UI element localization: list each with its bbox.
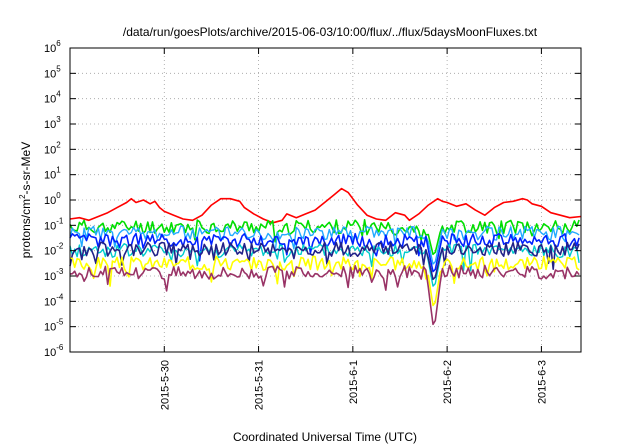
series-line-5: [69, 243, 580, 287]
y-tick-label-exponent: -6: [56, 343, 64, 352]
series-line-1: [69, 187, 582, 224]
y-tick-label-exponent: -1: [56, 216, 64, 225]
x-axis-label: Coordinated Universal Time (UTC): [233, 430, 417, 444]
y-tick-label-base: 10: [44, 43, 56, 55]
y-tick-label: 10-6: [44, 343, 64, 359]
y-axis-label-main: protons/cm: [19, 199, 33, 258]
x-tick-labels: 2015-5-30 2015-5-31 2015-6-1 2015-6-2 2015-6…: [159, 360, 548, 410]
series-line-7: [69, 255, 580, 307]
y-tick-label: 10-2: [44, 242, 64, 258]
y-tick-label: 106: [44, 39, 61, 55]
y-tick-label-base: 10: [44, 271, 56, 283]
y-axis-label-sup: 2: [18, 194, 27, 199]
y-axis-label: protons/cm2-s-sr-MeV: [18, 142, 33, 258]
y-tick-label: 104: [44, 90, 61, 106]
series-line-8: [69, 264, 580, 326]
series-line-6: [69, 241, 580, 281]
y-tick-label: 105: [44, 64, 61, 80]
chart-title: /data/run/goesPlots/archive/2015-06-03/1…: [123, 25, 538, 39]
x-tick-label: 2015-6-2: [442, 360, 454, 404]
y-tick-label-exponent: -2: [56, 242, 64, 251]
y-tick-label: 10-1: [44, 216, 64, 232]
y-tick-label: 10-5: [44, 318, 64, 334]
y-tick-label: 10-4: [44, 292, 64, 308]
y-tick-label-base: 10: [44, 68, 56, 80]
y-tick-label-base: 10: [44, 170, 56, 182]
axis-ticks: [70, 47, 581, 353]
y-tick-label-exponent: -5: [56, 318, 64, 327]
y-tick-label-exponent: 3: [56, 115, 61, 124]
y-tick-label-base: 10: [44, 347, 56, 359]
grid: [70, 48, 581, 352]
y-tick-label-exponent: -3: [56, 267, 64, 276]
series-lines: [69, 187, 582, 326]
y-tick-label-base: 10: [44, 322, 56, 334]
x-tick-label: 2015-6-1: [348, 360, 360, 404]
y-tick-label: 101: [44, 166, 61, 182]
y-tick-label: 102: [44, 140, 61, 156]
x-tick-label: 2015-5-30: [159, 360, 171, 410]
y-tick-label-base: 10: [44, 296, 56, 308]
y-tick-label: 103: [44, 115, 61, 131]
y-tick-label-base: 10: [44, 195, 56, 207]
y-tick-label-exponent: 5: [56, 64, 61, 73]
series-line-3: [69, 225, 580, 265]
y-tick-label-exponent: 4: [56, 90, 61, 99]
y-tick-label-base: 10: [44, 119, 56, 131]
y-tick-label-exponent: -4: [56, 292, 64, 301]
y-axis-label-rest: -s-sr-MeV: [19, 142, 33, 195]
series-line-2: [69, 219, 580, 256]
y-tick-label-base: 10: [44, 94, 56, 106]
y-tick-label: 100: [44, 191, 61, 207]
y-tick-label-exponent: 2: [56, 140, 61, 149]
x-tick-label: 2015-6-3: [536, 360, 548, 404]
y-tick-label-base: 10: [44, 246, 56, 258]
x-tick-label: 2015-5-31: [254, 360, 266, 410]
y-tick-label: 10-3: [44, 267, 64, 283]
y-tick-label-exponent: 1: [56, 166, 61, 175]
y-tick-label-exponent: 6: [56, 39, 61, 48]
y-tick-label-base: 10: [44, 220, 56, 232]
y-tick-label-base: 10: [44, 144, 56, 156]
y-tick-label-exponent: 0: [56, 191, 61, 200]
y-tick-labels: 10-610-510-410-310-210-11001011021031041…: [44, 39, 64, 359]
